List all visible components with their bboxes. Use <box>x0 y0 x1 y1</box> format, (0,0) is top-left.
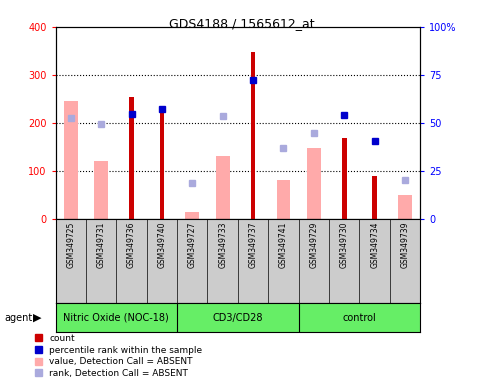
Text: agent: agent <box>5 313 33 323</box>
Bar <box>277 180 290 219</box>
Bar <box>251 52 256 219</box>
Text: GSM349725: GSM349725 <box>66 222 75 268</box>
Text: GSM349741: GSM349741 <box>279 222 288 268</box>
Bar <box>216 157 229 219</box>
Bar <box>307 148 321 219</box>
Text: control: control <box>342 313 376 323</box>
Text: GSM349727: GSM349727 <box>188 222 197 268</box>
Text: GSM349740: GSM349740 <box>157 222 167 268</box>
Bar <box>94 161 108 219</box>
Bar <box>398 195 412 219</box>
Text: CD3/CD28: CD3/CD28 <box>213 313 263 323</box>
Text: GSM349731: GSM349731 <box>97 222 106 268</box>
Text: GSM349730: GSM349730 <box>340 222 349 268</box>
Text: GSM349737: GSM349737 <box>249 222 257 268</box>
Text: Nitric Oxide (NOC-18): Nitric Oxide (NOC-18) <box>63 313 169 323</box>
Bar <box>185 212 199 219</box>
Bar <box>342 138 346 219</box>
Bar <box>372 176 377 219</box>
Text: GSM349729: GSM349729 <box>309 222 318 268</box>
Bar <box>159 108 164 219</box>
Text: GSM349736: GSM349736 <box>127 222 136 268</box>
Text: GSM349733: GSM349733 <box>218 222 227 268</box>
Text: GSM349739: GSM349739 <box>400 222 410 268</box>
Bar <box>129 98 134 219</box>
Text: ▶: ▶ <box>33 313 42 323</box>
Text: GDS4188 / 1565612_at: GDS4188 / 1565612_at <box>169 17 314 30</box>
Legend: count, percentile rank within the sample, value, Detection Call = ABSENT, rank, : count, percentile rank within the sample… <box>31 330 206 382</box>
Text: GSM349734: GSM349734 <box>370 222 379 268</box>
Bar <box>64 101 78 219</box>
